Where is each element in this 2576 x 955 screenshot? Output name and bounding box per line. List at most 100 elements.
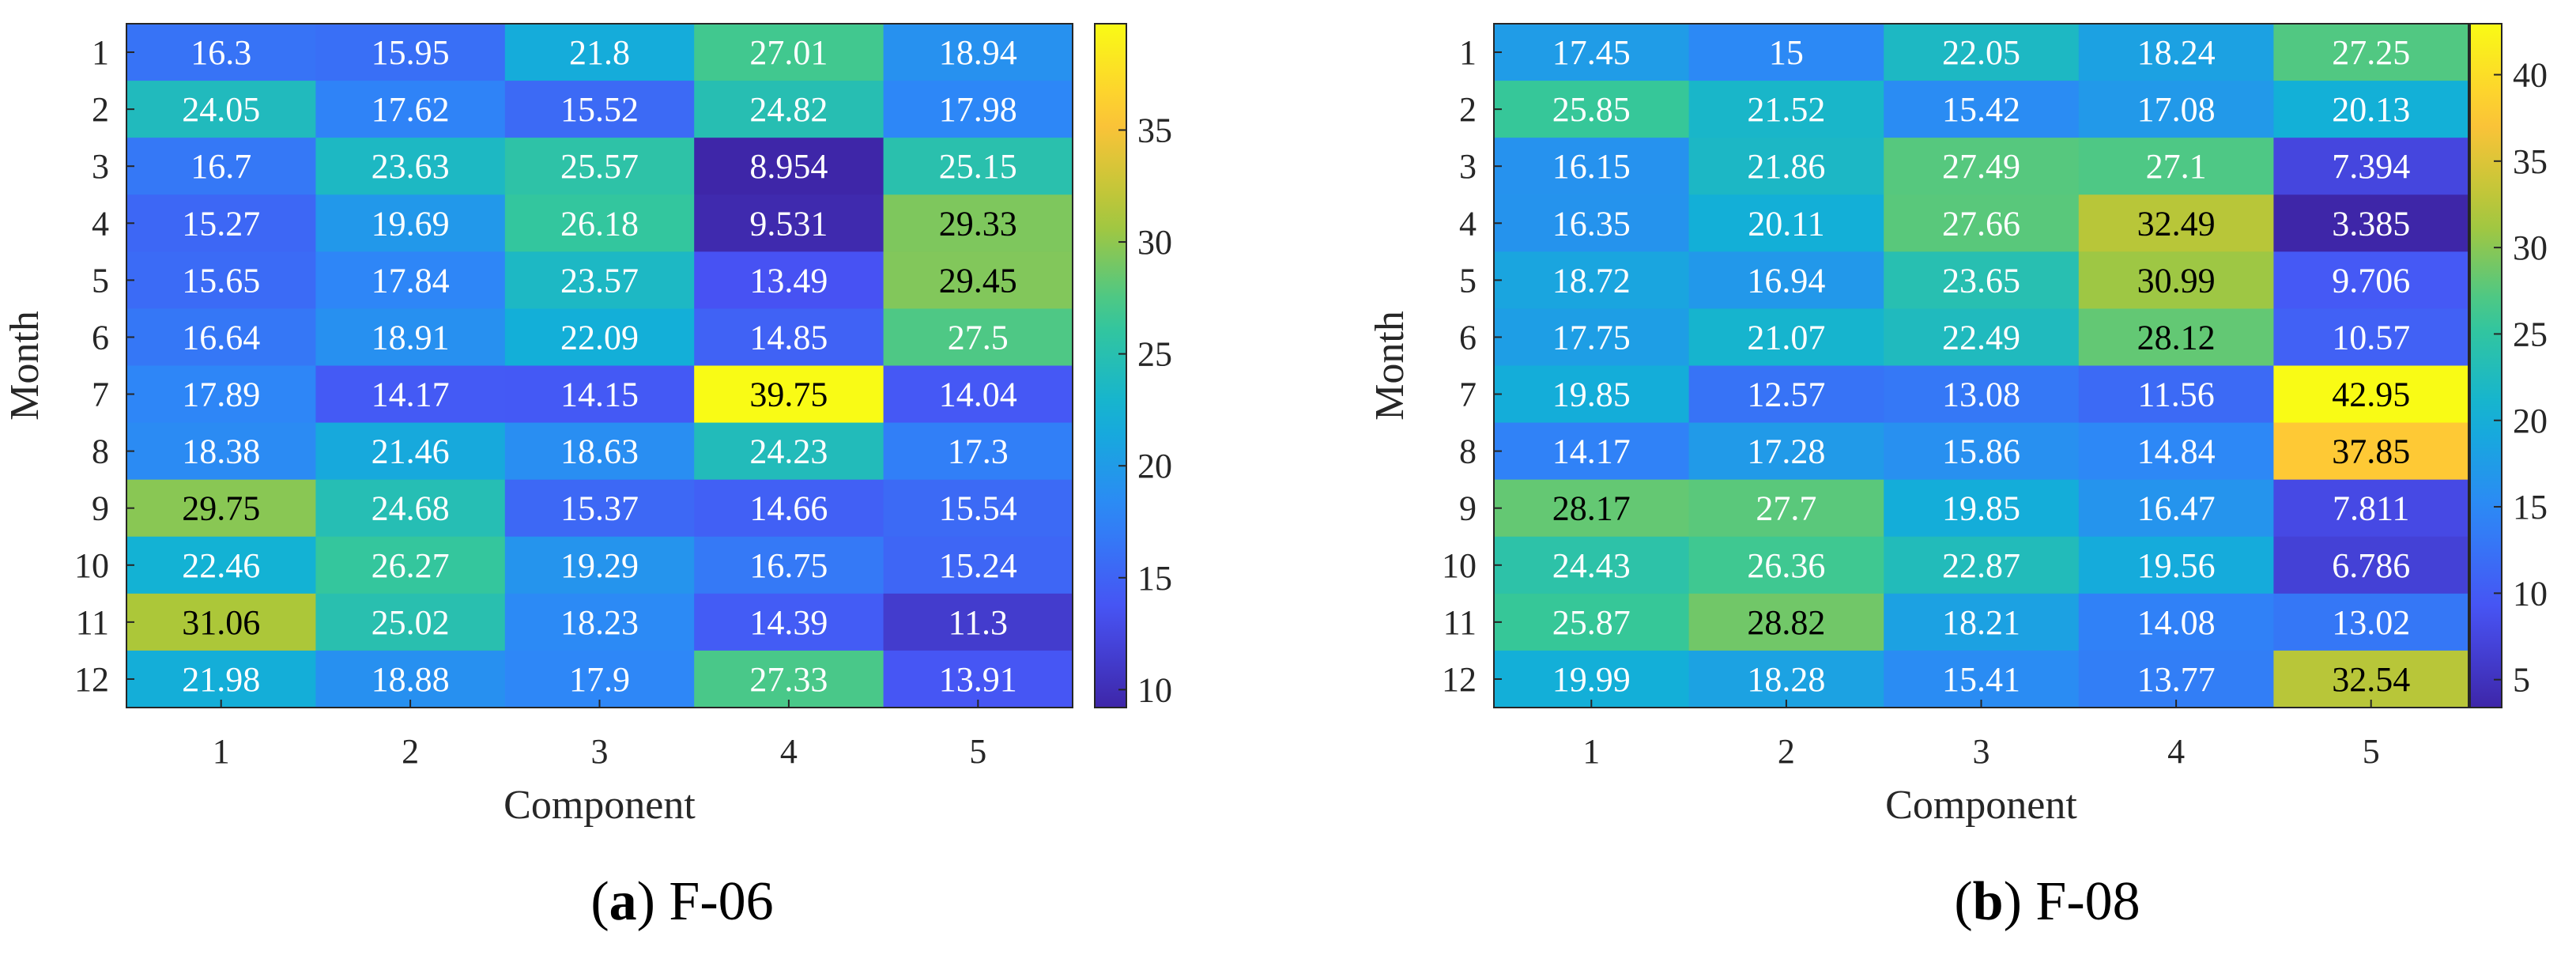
heatmap-cell (315, 365, 506, 424)
heatmap-cell (1494, 593, 1690, 651)
heatmap-cell (1884, 593, 2080, 651)
heatmap-cell (1884, 479, 2080, 538)
x-axis-title: Component (504, 783, 696, 828)
y-tick-label: 12 (74, 660, 109, 699)
cell-value-label: 17.62 (372, 90, 450, 129)
cell-value-label: 32.54 (2332, 660, 2410, 699)
heatmap-cell (1884, 308, 2080, 366)
heatmap-cell (315, 251, 506, 309)
cell-value-label: 13.91 (939, 660, 1017, 699)
heatmap-cell (2078, 138, 2274, 195)
heatmap-cell (1494, 479, 1690, 538)
heatmap-cell (126, 24, 316, 81)
colorbar-tick-label: 20 (1137, 447, 1172, 485)
heatmap-cell (883, 650, 1073, 708)
heatmap-cell (315, 138, 506, 195)
y-tick-label: 10 (1442, 546, 1477, 585)
y-tick-label: 1 (92, 33, 109, 72)
cell-value-label: 24.68 (372, 489, 450, 528)
cell-value-label: 37.85 (2332, 432, 2410, 471)
cell-value-label: 19.29 (560, 546, 639, 585)
heatmap-cell (883, 308, 1073, 366)
heatmap-cell (883, 479, 1073, 538)
cell-value-label: 22.46 (182, 546, 260, 585)
cell-value-label: 21.52 (1747, 90, 1825, 129)
cell-value-label: 28.12 (2137, 318, 2216, 357)
x-tick-label: 4 (2167, 732, 2185, 771)
cell-value-label: 28.82 (1747, 603, 1825, 642)
cell-value-label: 32.49 (2137, 204, 2216, 243)
cell-value-label: 11.3 (949, 603, 1008, 642)
y-tick-label: 2 (1459, 90, 1477, 129)
cell-value-label: 27.49 (1942, 147, 2020, 186)
x-tick-label: 2 (402, 732, 419, 771)
heatmap-cell (504, 536, 695, 595)
cell-value-label: 16.64 (182, 318, 260, 357)
heatmap-cell (2078, 251, 2274, 309)
heatmap-cell (504, 251, 695, 309)
cell-value-label: 14.08 (2137, 603, 2216, 642)
heatmap-cell (1494, 194, 1690, 252)
heatmap-cell (126, 365, 316, 424)
cell-value-label: 18.88 (372, 660, 450, 699)
heatmap-cell (2273, 365, 2469, 424)
y-tick-label: 6 (1459, 318, 1477, 357)
cell-value-label: 28.17 (1552, 489, 1631, 528)
heatmap-cell (1494, 422, 1690, 481)
heatmap-cell (504, 650, 695, 708)
heatmap-cell (694, 138, 884, 195)
heatmap-cell (1884, 251, 2080, 309)
heatmap-cell (315, 194, 506, 252)
y-tick-label: 2 (92, 90, 109, 129)
colorbar-tick-label: 30 (1137, 223, 1172, 262)
y-tick-label: 1 (1459, 33, 1477, 72)
cell-value-label: 27.01 (749, 33, 828, 72)
colorbar-tick-label: 35 (1137, 111, 1172, 149)
heatmap-cell (315, 24, 506, 81)
heatmap-cell (883, 138, 1073, 195)
heatmap-cell (694, 81, 884, 138)
cell-value-label: 22.05 (1942, 33, 2020, 72)
heatmap-cell (1688, 650, 1884, 708)
cell-value-label: 29.75 (182, 489, 260, 528)
heatmap-cell (126, 650, 316, 708)
cell-value-label: 9.706 (2332, 261, 2410, 300)
cell-value-label: 17.89 (182, 376, 260, 414)
cell-value-label: 42.95 (2332, 376, 2410, 414)
heatmap-cell (1688, 24, 1884, 81)
heatmap-cell (2078, 308, 2274, 366)
cell-value-label: 6.786 (2332, 546, 2410, 585)
heatmap-cell (126, 308, 316, 366)
heatmap-cell (1688, 593, 1884, 651)
cell-value-label: 17.84 (372, 261, 450, 300)
colorbar (2470, 24, 2502, 708)
cell-value-label: 21.8 (569, 33, 630, 72)
y-tick-label: 8 (1459, 432, 1477, 471)
cell-value-label: 15.27 (182, 204, 260, 243)
cell-value-label: 15.41 (1942, 660, 2020, 699)
colorbar-tick-label: 15 (2513, 488, 2548, 527)
cell-value-label: 24.43 (1552, 546, 1631, 585)
cell-value-label: 25.15 (939, 147, 1017, 186)
cell-value-label: 11.56 (2137, 376, 2214, 414)
cell-value-label: 26.18 (560, 204, 639, 243)
heatmap-cell (315, 650, 506, 708)
heatmap-cell (2078, 81, 2274, 138)
cell-value-label: 13.08 (1942, 376, 2020, 414)
y-tick-label: 4 (92, 204, 109, 243)
heatmap-cell (126, 536, 316, 595)
heatmap-cell (504, 365, 695, 424)
heatmap-cell (883, 194, 1073, 252)
cell-value-label: 15.24 (939, 546, 1017, 585)
heatmap-cell (504, 81, 695, 138)
cell-value-label: 18.91 (372, 318, 450, 357)
cell-value-label: 27.5 (948, 318, 1009, 357)
heatmap-cell (694, 251, 884, 309)
heatmap-cell (315, 593, 506, 651)
cell-value-label: 15.54 (939, 489, 1017, 528)
heatmap-cell (694, 536, 884, 595)
heatmap-cell (883, 593, 1073, 651)
cell-value-label: 20.13 (2332, 90, 2410, 129)
